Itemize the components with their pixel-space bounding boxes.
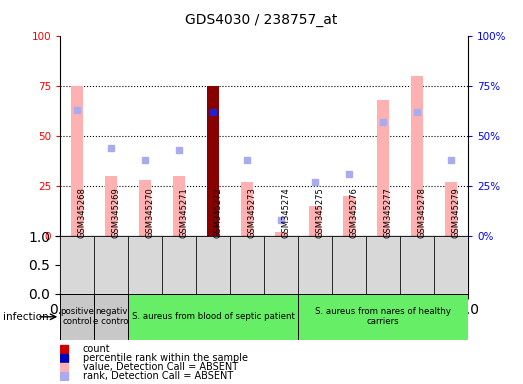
Bar bbox=[377, 100, 389, 236]
Bar bbox=[71, 86, 83, 236]
Bar bbox=[128, 294, 298, 340]
Text: GSM345279: GSM345279 bbox=[451, 187, 460, 238]
Text: GSM345278: GSM345278 bbox=[417, 187, 426, 238]
Text: infection: infection bbox=[3, 312, 48, 322]
Bar bbox=[298, 236, 332, 294]
Bar bbox=[400, 236, 434, 294]
Bar bbox=[230, 236, 264, 294]
Text: GSM345275: GSM345275 bbox=[315, 187, 324, 238]
Bar bbox=[411, 76, 423, 236]
Bar bbox=[445, 182, 457, 236]
Text: GSM345272: GSM345272 bbox=[213, 187, 222, 238]
Bar bbox=[196, 236, 230, 294]
Text: count: count bbox=[83, 344, 110, 354]
Text: GSM345269: GSM345269 bbox=[111, 187, 120, 238]
Text: GSM345271: GSM345271 bbox=[179, 187, 188, 238]
Bar bbox=[241, 182, 253, 236]
Text: GDS4030 / 238757_at: GDS4030 / 238757_at bbox=[185, 13, 338, 27]
Text: positive
control: positive control bbox=[60, 307, 94, 326]
Bar bbox=[105, 176, 117, 236]
Text: S. aureus from blood of septic patient: S. aureus from blood of septic patient bbox=[132, 312, 294, 321]
Bar bbox=[60, 236, 94, 294]
Text: GSM345270: GSM345270 bbox=[145, 187, 154, 238]
Text: rank, Detection Call = ABSENT: rank, Detection Call = ABSENT bbox=[83, 371, 233, 381]
Text: percentile rank within the sample: percentile rank within the sample bbox=[83, 353, 247, 363]
Bar bbox=[434, 236, 468, 294]
Text: GSM345273: GSM345273 bbox=[247, 187, 256, 238]
Text: negativ
e contro: negativ e contro bbox=[94, 307, 129, 326]
Bar bbox=[173, 176, 185, 236]
Bar bbox=[128, 236, 162, 294]
Bar bbox=[298, 294, 468, 340]
Bar bbox=[332, 236, 366, 294]
Bar bbox=[60, 294, 94, 340]
Bar bbox=[207, 86, 219, 236]
Bar bbox=[343, 196, 355, 236]
Bar bbox=[275, 232, 287, 236]
Text: GSM345274: GSM345274 bbox=[281, 187, 290, 238]
Bar bbox=[366, 236, 400, 294]
Bar bbox=[94, 294, 128, 340]
Text: GSM345276: GSM345276 bbox=[349, 187, 358, 238]
Text: GSM345277: GSM345277 bbox=[383, 187, 392, 238]
Bar bbox=[309, 206, 321, 236]
Bar bbox=[139, 180, 151, 236]
Bar bbox=[264, 236, 298, 294]
Bar bbox=[94, 236, 128, 294]
Text: value, Detection Call = ABSENT: value, Detection Call = ABSENT bbox=[83, 362, 238, 372]
Bar bbox=[162, 236, 196, 294]
Text: S. aureus from nares of healthy
carriers: S. aureus from nares of healthy carriers bbox=[315, 307, 451, 326]
Text: GSM345268: GSM345268 bbox=[77, 187, 86, 238]
